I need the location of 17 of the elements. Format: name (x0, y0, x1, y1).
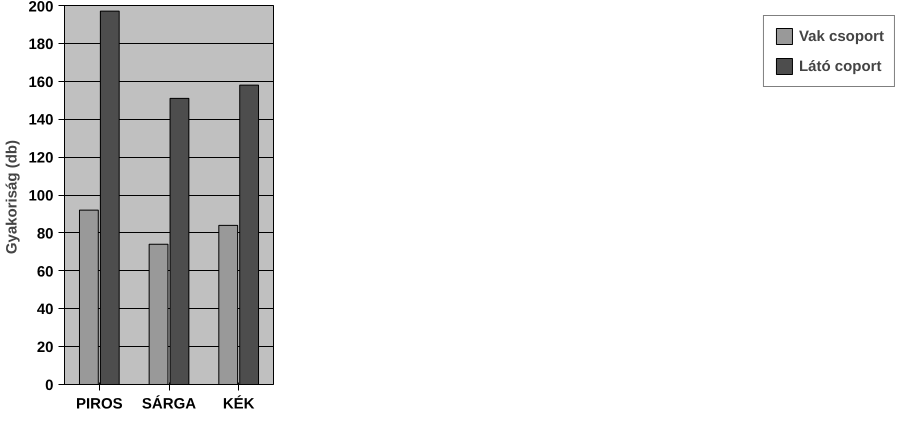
x-tick-label: SÁRGA (142, 394, 196, 412)
y-tick-label: 180 (28, 36, 54, 53)
y-tick-label: 40 (36, 301, 54, 318)
y-tick-label: 160 (28, 74, 54, 91)
y-tick-label: 200 (28, 0, 54, 16)
y-tick-label: 80 (36, 225, 54, 242)
y-tick-label: 120 (28, 150, 54, 167)
y-tick-label: 60 (36, 263, 54, 280)
legend-label: Vak csoport (798, 28, 884, 44)
y-tick-label: 140 (28, 112, 54, 129)
y-axis-title: Gyakoriság (db) (3, 140, 20, 254)
x-tick-label: PIROS (76, 396, 123, 412)
x-tick-label: KÉK (222, 394, 255, 412)
legend-label: Látó coport (798, 58, 882, 74)
y-tick-label: 20 (36, 339, 54, 356)
y-tick-label: 100 (28, 188, 54, 204)
y-tick-label: 0 (45, 377, 54, 394)
